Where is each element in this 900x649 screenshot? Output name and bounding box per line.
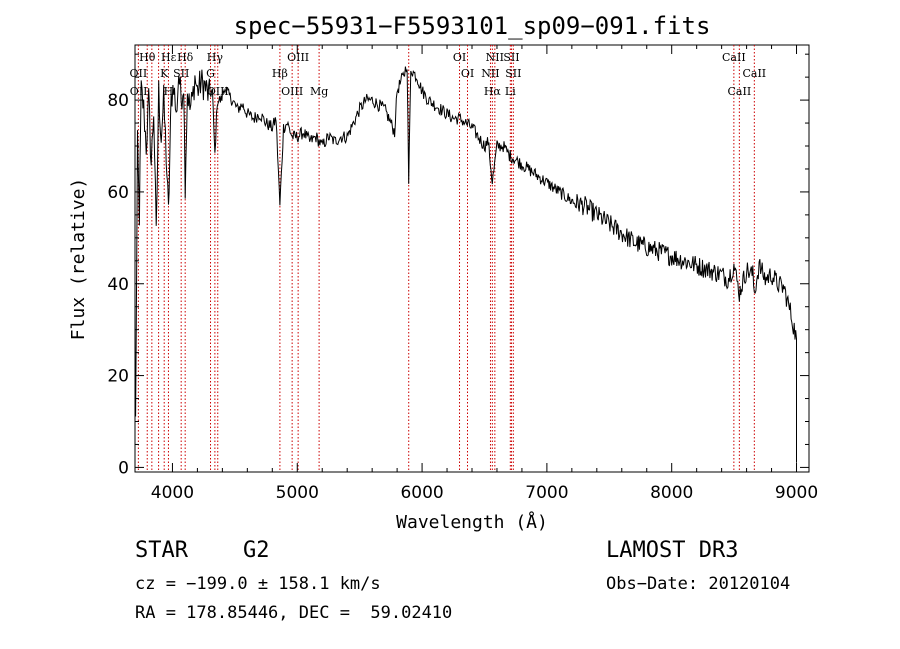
line-label: Mg [310,85,328,98]
line-label: G [206,67,215,80]
y-tick-label: 40 [107,275,129,295]
line-label: Hε [161,51,177,64]
line-label: SII [173,67,189,80]
x-tick-label: 6000 [400,483,443,503]
redshift-velocity: cz = −199.0 ± 158.1 km/s [135,574,381,594]
line-label: CaII [728,85,752,98]
x-axis-label: Wavelength (Å) [396,511,548,533]
line-label: K [160,67,169,80]
observation-date: Obs−Date: 20120104 [606,574,791,594]
line-label: OII [130,85,148,98]
x-tick-label: 8000 [650,483,693,503]
line-label: H [164,85,174,98]
line-label: SII [505,67,521,80]
emission-line-markers [137,45,755,472]
x-tick-label: 4000 [151,483,194,503]
coordinates: RA = 178.85446, DEC = 59.02410 [135,603,453,623]
y-tick-label: 20 [107,367,129,387]
plot-frame [134,44,810,473]
axis-ticks: 4000 5000 6000 7000 8000 9000 0 20 40 60 80 [107,45,818,503]
line-label: Hα [484,85,502,98]
line-label: NII [481,67,499,80]
x-tick-label: 7000 [525,483,568,503]
x-tick-label: 5000 [276,483,319,503]
line-labels: HθOIIOIIHεKHHδSIIOIIIHγGOIIIOIIIHβMgOIOI… [130,51,767,98]
line-label: NII [486,51,504,64]
y-axis-label: Flux (relative) [68,178,89,341]
y-tick-label: 0 [118,458,129,478]
line-label: CaII [742,67,766,80]
line-label: OI [453,51,466,64]
y-tick-label: 60 [107,183,129,203]
line-label: OIII [281,85,303,98]
line-label: OIII [287,51,309,64]
line-label: OI [461,67,474,80]
object-class: STAR [135,538,188,563]
line-label: Li [505,85,516,98]
line-label: Hθ [139,51,156,64]
line-label: Hγ [207,51,224,64]
y-tick-label: 80 [107,91,129,111]
line-label: OII [130,67,148,80]
object-subclass: G2 [243,538,270,563]
line-label: Hδ [177,51,194,64]
line-label: Hβ [272,67,288,80]
line-label: SII [503,51,519,64]
flux-series-line [135,66,797,463]
survey-name: LAMOST DR3 [606,538,739,563]
line-label: CaII [722,51,746,64]
chart-title: spec−55931−F5593101_sp09−091.fits [234,12,711,40]
x-tick-label: 9000 [775,483,818,503]
